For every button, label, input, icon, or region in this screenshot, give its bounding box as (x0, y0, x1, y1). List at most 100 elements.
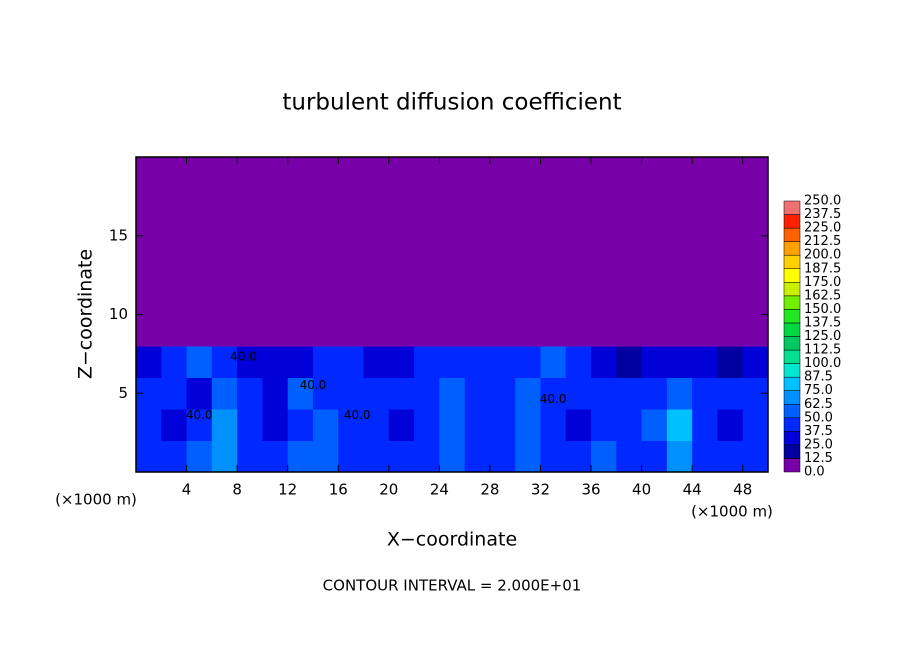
cell (211, 409, 238, 441)
cell (287, 377, 314, 410)
colorbar-band (783, 309, 801, 324)
cell (211, 283, 238, 315)
cell (338, 251, 365, 284)
footer: CONTOUR INTERVAL = 2.000E+01 (323, 577, 582, 595)
cell (211, 440, 238, 473)
cell (262, 251, 289, 284)
cell (565, 314, 592, 347)
cell (439, 251, 466, 284)
cell (515, 251, 541, 284)
cell (414, 409, 440, 441)
cell (388, 220, 415, 252)
cell (742, 157, 769, 189)
cell (161, 220, 188, 252)
cell (464, 157, 491, 189)
cell (312, 314, 339, 347)
contour-label: 40.0 (344, 408, 371, 422)
colorbar-band (783, 376, 801, 391)
cell (439, 377, 466, 410)
cell (338, 314, 365, 347)
x-tick-label: 8 (232, 481, 242, 499)
cell (312, 157, 339, 189)
cell (262, 283, 289, 315)
cell (312, 346, 339, 378)
cell (742, 314, 769, 347)
cell (666, 440, 693, 473)
cell (616, 251, 643, 284)
x-tick-label: 32 (531, 481, 550, 499)
cell (388, 314, 415, 347)
cell (616, 283, 643, 315)
cell (540, 283, 567, 315)
colorbar-band (783, 390, 801, 405)
cell (591, 157, 617, 189)
cell (287, 220, 314, 252)
cell (186, 409, 213, 441)
cell (287, 314, 314, 347)
colorbar-band (783, 200, 801, 215)
cell (464, 377, 491, 410)
cell (540, 314, 567, 347)
colorbar-band (783, 268, 801, 283)
cell (540, 440, 567, 473)
colorbar-label: 50.0 (804, 410, 833, 425)
cell (540, 377, 567, 410)
cell (591, 440, 617, 473)
cell (161, 409, 188, 441)
cell (641, 220, 668, 252)
cell (591, 409, 617, 441)
cell (363, 188, 390, 221)
colorbar-label: 162.5 (804, 288, 841, 303)
cell (742, 440, 769, 473)
cell (540, 157, 567, 189)
cell (666, 157, 693, 189)
cell (692, 314, 718, 347)
cell (742, 409, 769, 441)
cell (237, 346, 263, 378)
cell (312, 220, 339, 252)
cell (388, 283, 415, 315)
cell (489, 314, 516, 347)
cell (515, 440, 541, 473)
colorbar-band (783, 431, 801, 446)
cell (666, 409, 693, 441)
cell (464, 251, 491, 284)
y-unit: (×1000 m) (55, 491, 137, 509)
cell (540, 251, 567, 284)
cell (161, 440, 188, 473)
cell (515, 188, 541, 221)
colorbar-label: 150.0 (804, 302, 841, 317)
colorbar-label: 87.5 (804, 370, 833, 385)
cell (363, 440, 390, 473)
cell (666, 188, 693, 221)
colorbar-band (783, 241, 801, 256)
cell (641, 346, 668, 378)
cell (388, 440, 415, 473)
colorbar-label: 62.5 (804, 397, 833, 412)
colorbar-band (783, 227, 801, 242)
cell (717, 157, 744, 189)
cell (742, 283, 769, 315)
colorbar-band (783, 417, 801, 432)
colorbar-band (783, 404, 801, 419)
cell (717, 377, 744, 410)
cell (136, 283, 162, 315)
cell (388, 409, 415, 441)
cell (666, 220, 693, 252)
cell (591, 314, 617, 347)
cell (616, 157, 643, 189)
cell (186, 440, 213, 473)
cell (414, 188, 440, 221)
colorbar-label: 112.5 (804, 343, 841, 358)
cell (237, 314, 263, 347)
cell (464, 283, 491, 315)
cell (338, 283, 365, 315)
y-tick-label: 10 (109, 305, 128, 323)
colorbar-band (783, 214, 801, 229)
cell (388, 346, 415, 378)
cell (439, 188, 466, 221)
y-tick-label: 5 (118, 384, 128, 402)
cell (591, 251, 617, 284)
cell (591, 188, 617, 221)
cell (136, 346, 162, 378)
